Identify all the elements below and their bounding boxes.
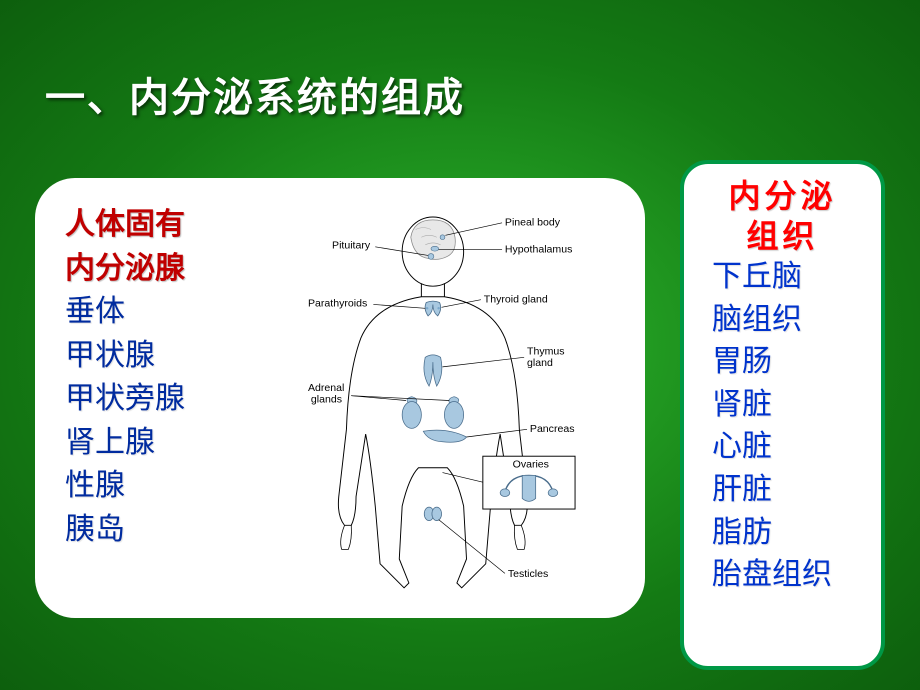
left-header-2: 内分泌腺 xyxy=(65,247,260,291)
label-thymus-2: gland xyxy=(527,357,553,369)
label-hypothalamus: Hypothalamus xyxy=(505,244,572,256)
left-item: 胰岛 xyxy=(65,508,260,552)
right-item: 脑组织 xyxy=(692,299,873,342)
right-item: 胎盘组织 xyxy=(692,554,873,597)
label-parathyroids: Parathyroids xyxy=(308,297,367,309)
right-item: 下丘脑 xyxy=(692,256,873,299)
label-thyroid: Thyroid gland xyxy=(484,294,548,306)
left-text-block: 人体固有 内分泌腺 垂体 甲状腺 甲状旁腺 肾上腺 性腺 胰岛 xyxy=(65,203,260,598)
left-item: 垂体 xyxy=(65,290,260,334)
anatomy-diagram: Pineal body Hypothalamus Pituitary Thyro… xyxy=(260,203,625,598)
label-testicles: Testicles xyxy=(508,568,548,580)
right-item: 肝脏 xyxy=(692,469,873,512)
label-pituitary: Pituitary xyxy=(332,240,371,252)
right-item: 心脏 xyxy=(692,426,873,469)
right-item: 胃肠 xyxy=(692,341,873,384)
label-pineal: Pineal body xyxy=(505,217,561,229)
left-item: 甲状旁腺 xyxy=(65,377,260,421)
right-header-2: 组织 xyxy=(692,216,873,256)
right-item: 脂肪 xyxy=(692,512,873,555)
left-header-1: 人体固有 xyxy=(65,203,260,247)
page-title: 一、内分泌系统的组成 xyxy=(45,65,465,123)
right-panel: 内分泌 组织 下丘脑 脑组织 胃肠 肾脏 心脏 肝脏 脂肪 胎盘组织 xyxy=(680,160,885,670)
label-thymus-1: Thymus xyxy=(527,345,565,357)
left-item: 性腺 xyxy=(65,464,260,508)
label-pancreas: Pancreas xyxy=(530,423,575,435)
right-item: 肾脏 xyxy=(692,384,873,427)
left-item: 甲状腺 xyxy=(65,334,260,378)
label-ovaries: Ovaries xyxy=(513,459,549,471)
right-header-1: 内分泌 xyxy=(692,176,873,216)
label-adrenal-2: glands xyxy=(311,393,342,405)
left-item: 肾上腺 xyxy=(65,421,260,465)
label-adrenal-1: Adrenal xyxy=(308,382,344,394)
left-panel: 人体固有 内分泌腺 垂体 甲状腺 甲状旁腺 肾上腺 性腺 胰岛 Pineal b… xyxy=(35,178,645,618)
